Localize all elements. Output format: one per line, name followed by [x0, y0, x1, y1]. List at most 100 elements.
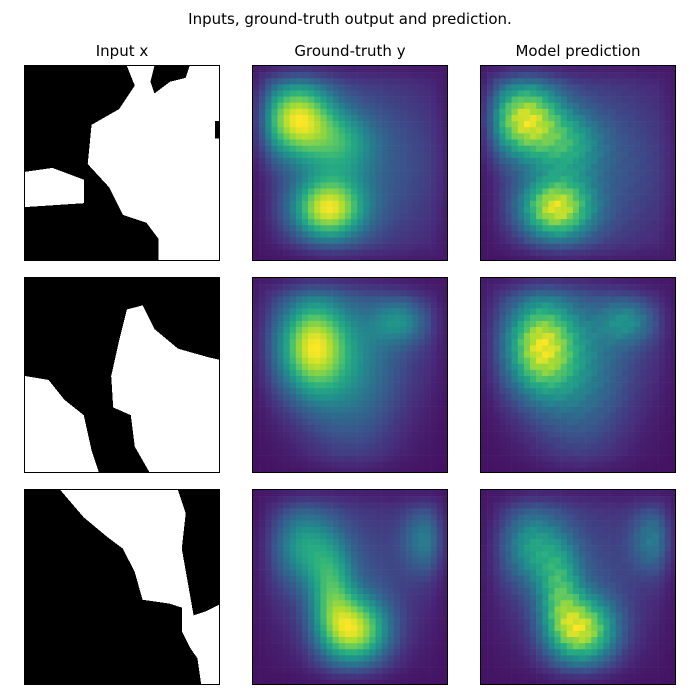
- gt-cell-r2-16-13: [332, 376, 340, 383]
- pred-cell-r1-4-5: [511, 90, 519, 97]
- pred-cell-r2-0-28: [652, 278, 659, 285]
- pred-cell-r2-29-2: [493, 455, 500, 463]
- pred-cell-r1-9-1: [487, 121, 494, 128]
- gt-cell-r3-11-3: [271, 557, 278, 564]
- gt-cell-r3-23-9: [308, 630, 315, 638]
- pred-cell-r2-11-1: [487, 345, 494, 352]
- gt-cell-r1-31-19: [369, 255, 376, 260]
- gt-cell-r3-1-31: [442, 496, 447, 503]
- pred-cell-r1-18-10: [542, 176, 549, 183]
- gt-cell-r1-10-23: [393, 127, 401, 134]
- gt-cell-r1-31-23: [393, 255, 401, 260]
- gt-cell-r1-24-30: [436, 213, 444, 220]
- gt-cell-r2-25-9: [308, 431, 315, 438]
- pred-cell-r2-25-15: [572, 431, 580, 438]
- gt-cell-r1-8-5: [283, 115, 291, 122]
- pred-cell-r1-31-9: [536, 255, 543, 260]
- pred-cell-r2-4-3: [499, 302, 506, 309]
- pred-cell-r1-1-12: [554, 72, 561, 79]
- gt-cell-r3-15-27: [418, 581, 425, 589]
- gt-cell-r2-10-2: [265, 339, 272, 346]
- gt-cell-r1-28-12: [326, 237, 333, 244]
- pred-cell-r1-26-9: [536, 225, 543, 232]
- gt-cell-r3-13-3: [271, 569, 278, 577]
- gt-cell-r2-27-27: [418, 443, 425, 450]
- pred-cell-r1-6-31: [670, 102, 675, 110]
- pred-cell-r1-24-16: [579, 213, 586, 220]
- gt-cell-r3-24-17: [357, 637, 364, 644]
- gt-cell-r3-2-5: [283, 502, 291, 509]
- gt-cell-r1-11-7: [295, 133, 303, 140]
- gt-cell-r1-20-2: [265, 188, 272, 195]
- pred-cell-r1-25-0: [481, 219, 488, 226]
- pred-cell-r1-16-5: [511, 164, 519, 171]
- gt-cell-r2-5-13: [332, 308, 340, 316]
- gt-cell-r2-14-21: [381, 363, 389, 371]
- pred-cell-r2-25-4: [505, 431, 512, 438]
- gt-cell-r1-13-27: [418, 145, 425, 153]
- pred-cell-r2-21-17: [585, 406, 592, 414]
- pred-cell-r1-29-26: [640, 243, 647, 251]
- gt-cell-r1-28-23: [393, 237, 401, 244]
- gt-cell-r1-20-1: [259, 188, 266, 195]
- pred-cell-r1-4-21: [609, 90, 617, 97]
- gt-cell-r3-23-18: [363, 630, 370, 638]
- gt-cell-r2-2-9: [308, 290, 315, 297]
- gt-cell-r1-26-23: [393, 225, 401, 232]
- gt-cell-r2-7-23: [393, 320, 401, 328]
- gt-cell-r2-18-12: [326, 388, 333, 395]
- pred-cell-r2-10-8: [530, 339, 537, 346]
- gt-cell-r3-20-3: [271, 612, 278, 619]
- pred-cell-r1-26-16: [579, 225, 586, 232]
- gt-cell-r2-0-14: [338, 278, 346, 285]
- gt-cell-r1-4-16: [351, 90, 358, 97]
- gt-cell-r2-22-9: [308, 412, 315, 420]
- gt-cell-r2-6-20: [375, 314, 382, 322]
- gt-cell-r3-6-27: [418, 526, 425, 534]
- pred-cell-r2-8-7: [523, 327, 531, 334]
- gt-cell-r3-18-3: [271, 600, 278, 607]
- gt-cell-r2-0-9: [308, 278, 315, 285]
- gt-cell-r1-12-15: [344, 139, 352, 146]
- gt-cell-r1-17-5: [283, 170, 291, 177]
- pred-cell-r1-21-2: [493, 194, 500, 202]
- gt-cell-r1-0-1: [259, 66, 266, 73]
- pred-cell-r1-4-3: [499, 90, 506, 97]
- pred-cell-r1-26-27: [646, 225, 653, 232]
- gt-cell-r2-25-26: [412, 431, 419, 438]
- pred-cell-r1-9-17: [585, 121, 592, 128]
- gt-cell-r1-5-17: [357, 96, 364, 104]
- gt-cell-r3-14-29: [430, 575, 438, 583]
- pred-cell-r2-20-16: [579, 400, 586, 407]
- gt-cell-r1-29-15: [344, 243, 352, 251]
- gt-cell-r3-20-31: [442, 612, 447, 619]
- pred-cell-r2-29-25: [634, 455, 641, 463]
- gt-cell-r3-1-10: [314, 496, 321, 503]
- gt-cell-r2-6-21: [381, 314, 389, 322]
- gt-cell-r3-14-31: [442, 575, 447, 583]
- gt-cell-r2-5-0: [253, 308, 260, 316]
- gt-cell-r2-2-12: [326, 290, 333, 297]
- gt-cell-r1-30-3: [271, 249, 278, 257]
- gt-cell-r3-4-16: [351, 514, 358, 521]
- pred-cell-r2-23-7: [523, 418, 531, 426]
- gt-cell-r1-11-17: [357, 133, 364, 140]
- gt-cell-r1-5-24: [400, 96, 407, 104]
- gt-cell-r2-15-30: [436, 369, 444, 377]
- gt-cell-r1-22-9: [308, 200, 315, 208]
- pred-cell-r1-21-23: [621, 194, 629, 202]
- gt-cell-r1-24-15: [344, 213, 352, 220]
- pred-cell-r1-26-30: [664, 225, 672, 232]
- pred-cell-r1-15-25: [634, 157, 641, 165]
- gt-cell-r3-24-27: [418, 637, 425, 644]
- pred-cell-r2-1-7: [523, 284, 531, 291]
- pred-cell-r1-10-3: [499, 127, 506, 134]
- gt-cell-r3-18-5: [283, 600, 291, 607]
- pred-cell-r1-20-30: [664, 188, 672, 195]
- gt-cell-r2-23-19: [369, 418, 376, 426]
- pred-cell-r2-16-14: [566, 376, 574, 383]
- pred-cell-r2-25-1: [487, 431, 494, 438]
- pred-cell-r2-15-18: [591, 369, 598, 377]
- gt-cell-r2-26-31: [442, 437, 447, 444]
- pred-cell-r2-1-23: [621, 284, 629, 291]
